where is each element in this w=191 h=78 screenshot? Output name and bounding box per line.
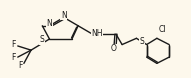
Text: F: F: [11, 40, 15, 49]
Text: NH: NH: [91, 29, 103, 38]
Text: N: N: [61, 11, 67, 20]
Text: F: F: [11, 53, 15, 62]
Text: S: S: [139, 37, 144, 46]
Text: Cl: Cl: [159, 25, 166, 34]
Text: S: S: [40, 35, 45, 44]
Text: O: O: [110, 44, 116, 53]
Text: F: F: [18, 61, 22, 70]
Text: N: N: [47, 19, 52, 28]
